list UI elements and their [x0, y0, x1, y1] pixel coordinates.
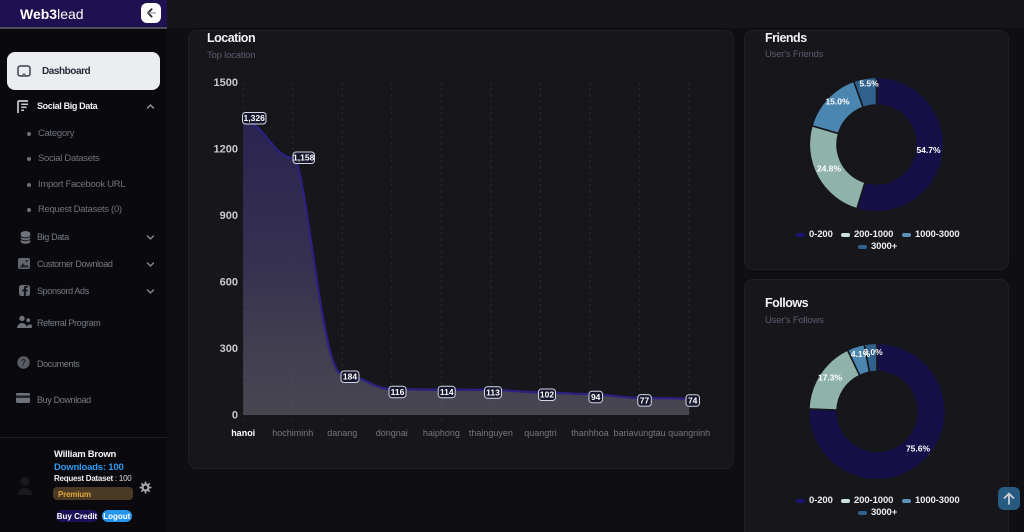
svg-text:74: 74 — [688, 396, 698, 406]
svg-text:thainguyen: thainguyen — [469, 428, 513, 438]
svg-text:0: 0 — [232, 410, 238, 422]
svg-text:1500: 1500 — [214, 77, 238, 89]
svg-text:1,158: 1,158 — [293, 153, 315, 163]
svg-text:184: 184 — [343, 372, 357, 382]
svg-text:5.5%: 5.5% — [859, 79, 879, 89]
svg-text:24.8%: 24.8% — [817, 164, 842, 174]
svg-text:hochiminh: hochiminh — [272, 428, 313, 438]
svg-text:3.0%: 3.0% — [863, 347, 883, 357]
svg-text:1,326: 1,326 — [244, 113, 266, 123]
svg-text:102: 102 — [540, 390, 554, 400]
svg-text:113: 113 — [486, 388, 500, 398]
svg-text:77: 77 — [640, 395, 650, 405]
svg-text:4.1%: 4.1% — [851, 349, 871, 359]
svg-text:900: 900 — [220, 210, 238, 222]
svg-text:dongnai: dongnai — [376, 428, 408, 438]
svg-text:75.6%: 75.6% — [906, 444, 931, 454]
svg-text:quangninh: quangninh — [668, 428, 710, 438]
svg-text:300: 300 — [220, 343, 238, 355]
svg-text:hanoi: hanoi — [231, 428, 255, 438]
svg-text:15.0%: 15.0% — [825, 97, 850, 107]
svg-text:bariavungtau: bariavungtau — [614, 428, 666, 438]
svg-text:1200: 1200 — [214, 144, 238, 156]
svg-text:116: 116 — [391, 387, 405, 397]
svg-text:114: 114 — [440, 387, 454, 397]
svg-text:thanhhoa: thanhhoa — [571, 428, 609, 438]
svg-text:600: 600 — [220, 277, 238, 289]
svg-text:danang: danang — [327, 428, 357, 438]
svg-text:haiphong: haiphong — [423, 428, 460, 438]
svg-text:17.3%: 17.3% — [818, 373, 843, 383]
svg-text:quangtri: quangtri — [524, 428, 557, 438]
svg-text:94: 94 — [591, 392, 601, 402]
svg-text:?: ? — [21, 358, 27, 368]
svg-text:54.7%: 54.7% — [916, 145, 941, 155]
